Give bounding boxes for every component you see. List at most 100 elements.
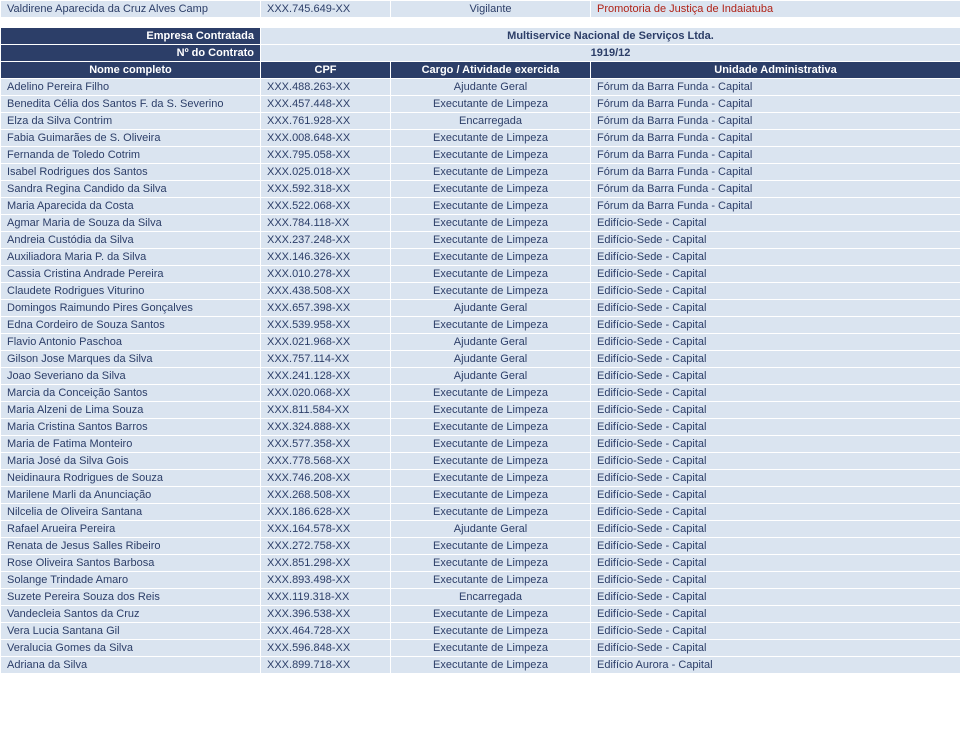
table-row: Vera Lucia Santana GilXXX.464.728-XXExec… [1, 623, 960, 640]
table-row: Maria José da Silva GoisXXX.778.568-XXEx… [1, 453, 960, 470]
table-row: Benedita Célia dos Santos F. da S. Sever… [1, 96, 960, 113]
cell-name: Maria Alzeni de Lima Souza [1, 402, 261, 419]
cell-cargo: Executante de Limpeza [391, 487, 591, 504]
cell-cpf: XXX.146.326-XX [261, 249, 391, 266]
cell-cpf: XXX.795.058-XX [261, 147, 391, 164]
cell-unit: Edifício-Sede - Capital [591, 538, 960, 555]
cell-name: Flavio Antonio Paschoa [1, 334, 261, 351]
cell-cpf: XXX.272.758-XX [261, 538, 391, 555]
cell-name: Fernanda de Toledo Cotrim [1, 147, 261, 164]
cell-cargo: Executante de Limpeza [391, 198, 591, 215]
cell-name: Vandecleia Santos da Cruz [1, 606, 261, 623]
table-row: Suzete Pereira Souza dos ReisXXX.119.318… [1, 589, 960, 606]
cell-cargo: Encarregada [391, 113, 591, 130]
empresa-label: Empresa Contratada [1, 28, 261, 45]
cell-name: Cassia Cristina Andrade Pereira [1, 266, 261, 283]
cell-cargo: Executante de Limpeza [391, 249, 591, 266]
table-row: Flavio Antonio PaschoaXXX.021.968-XXAjud… [1, 334, 960, 351]
cell-unit: Edifício-Sede - Capital [591, 419, 960, 436]
cell-unit: Edifício-Sede - Capital [591, 606, 960, 623]
table-row: Cassia Cristina Andrade PereiraXXX.010.2… [1, 266, 960, 283]
cell-name: Rose Oliveira Santos Barbosa [1, 555, 261, 572]
cell-cpf: XXX.746.208-XX [261, 470, 391, 487]
cell-cpf: XXX.899.718-XX [261, 657, 391, 674]
table-row: Rafael Arueira PereiraXXX.164.578-XXAjud… [1, 521, 960, 538]
cell-cpf: XXX.522.068-XX [261, 198, 391, 215]
cell-cargo: Executante de Limpeza [391, 657, 591, 674]
cell-name: Renata de Jesus Salles Ribeiro [1, 538, 261, 555]
table-row: Neidinaura Rodrigues de SouzaXXX.746.208… [1, 470, 960, 487]
cell-name: Agmar Maria de Souza da Silva [1, 215, 261, 232]
table-row: Elza da Silva ContrimXXX.761.928-XXEncar… [1, 113, 960, 130]
cell-cpf: XXX.757.114-XX [261, 351, 391, 368]
cell-cargo: Encarregada [391, 589, 591, 606]
cell-unit: Edifício-Sede - Capital [591, 249, 960, 266]
cell-cpf: XXX.761.928-XX [261, 113, 391, 130]
cell-name: Marcia da Conceição Santos [1, 385, 261, 402]
cell-name: Andreia Custódia da Silva [1, 232, 261, 249]
table-row: Domingos Raimundo Pires GonçalvesXXX.657… [1, 300, 960, 317]
cell-cargo: Executante de Limpeza [391, 623, 591, 640]
empresa-value: Multiservice Nacional de Serviços Ltda. [261, 28, 960, 45]
cell-cpf: XXX.577.358-XX [261, 436, 391, 453]
cell-cpf: XXX.851.298-XX [261, 555, 391, 572]
cell-name: Auxiliadora Maria P. da Silva [1, 249, 261, 266]
table-row: Joao Severiano da SilvaXXX.241.128-XXAju… [1, 368, 960, 385]
cell-cpf: XXX.539.958-XX [261, 317, 391, 334]
cell-cargo: Executante de Limpeza [391, 453, 591, 470]
cell-name: Domingos Raimundo Pires Gonçalves [1, 300, 261, 317]
cell-cargo: Executante de Limpeza [391, 317, 591, 334]
cell-unit: Edifício-Sede - Capital [591, 402, 960, 419]
table-row: Adelino Pereira FilhoXXX.488.263-XXAjuda… [1, 79, 960, 96]
cell-unit: Fórum da Barra Funda - Capital [591, 164, 960, 181]
cell-name: Solange Trindade Amaro [1, 572, 261, 589]
cell-cpf: XXX.020.068-XX [261, 385, 391, 402]
cell-unit: Edifício-Sede - Capital [591, 487, 960, 504]
cell-cargo: Executante de Limpeza [391, 606, 591, 623]
table-row: Edna Cordeiro de Souza SantosXXX.539.958… [1, 317, 960, 334]
table-row: Maria Cristina Santos BarrosXXX.324.888-… [1, 419, 960, 436]
cell-unit: Edifício-Sede - Capital [591, 334, 960, 351]
cell-cargo: Executante de Limpeza [391, 215, 591, 232]
table-row: Agmar Maria de Souza da SilvaXXX.784.118… [1, 215, 960, 232]
cell-cargo: Executante de Limpeza [391, 181, 591, 198]
table-row: Claudete Rodrigues ViturinoXXX.438.508-X… [1, 283, 960, 300]
cell-cpf: XXX.268.508-XX [261, 487, 391, 504]
cell-cargo: Executante de Limpeza [391, 572, 591, 589]
cell-cpf: XXX.164.578-XX [261, 521, 391, 538]
cell-cpf: XXX.237.248-XX [261, 232, 391, 249]
table-row: Fabia Guimarães de S. OliveiraXXX.008.64… [1, 130, 960, 147]
cell-name: Neidinaura Rodrigues de Souza [1, 470, 261, 487]
cell-cargo: Executante de Limpeza [391, 470, 591, 487]
cell-cpf: XXX.778.568-XX [261, 453, 391, 470]
cell-cargo: Executante de Limpeza [391, 385, 591, 402]
cell-name: Isabel Rodrigues dos Santos [1, 164, 261, 181]
cell-cargo: Executante de Limpeza [391, 555, 591, 572]
cell-cargo: Executante de Limpeza [391, 283, 591, 300]
cell-cpf: XXX.010.278-XX [261, 266, 391, 283]
cell-unit: Edifício Aurora - Capital [591, 657, 960, 674]
cell-unit: Edifício-Sede - Capital [591, 504, 960, 521]
cell-name: Adelino Pereira Filho [1, 79, 261, 96]
col-cpf-header: CPF [261, 62, 391, 79]
cell-cpf: XXX.592.318-XX [261, 181, 391, 198]
cell-cpf: XXX.008.648-XX [261, 130, 391, 147]
numero-label: Nº do Contrato [1, 45, 261, 62]
col-cargo-header: Cargo / Atividade exercida [391, 62, 591, 79]
numero-row: Nº do Contrato 1919/12 [1, 45, 960, 62]
cell-cpf: XXX.811.584-XX [261, 402, 391, 419]
cell-cpf: XXX.025.018-XX [261, 164, 391, 181]
cell-cpf: XXX.596.848-XX [261, 640, 391, 657]
table-row: Fernanda de Toledo CotrimXXX.795.058-XXE… [1, 147, 960, 164]
top-unit: Promotoria de Justiça de Indaiatuba [591, 1, 960, 18]
table-row: Solange Trindade AmaroXXX.893.498-XXExec… [1, 572, 960, 589]
cell-unit: Fórum da Barra Funda - Capital [591, 113, 960, 130]
cell-cargo: Ajudante Geral [391, 334, 591, 351]
cell-cargo: Executante de Limpeza [391, 266, 591, 283]
cell-unit: Edifício-Sede - Capital [591, 436, 960, 453]
cell-name: Joao Severiano da Silva [1, 368, 261, 385]
cell-unit: Edifício-Sede - Capital [591, 266, 960, 283]
cell-unit: Edifício-Sede - Capital [591, 283, 960, 300]
table-row: Sandra Regina Candido da SilvaXXX.592.31… [1, 181, 960, 198]
table-row: Renata de Jesus Salles RibeiroXXX.272.75… [1, 538, 960, 555]
